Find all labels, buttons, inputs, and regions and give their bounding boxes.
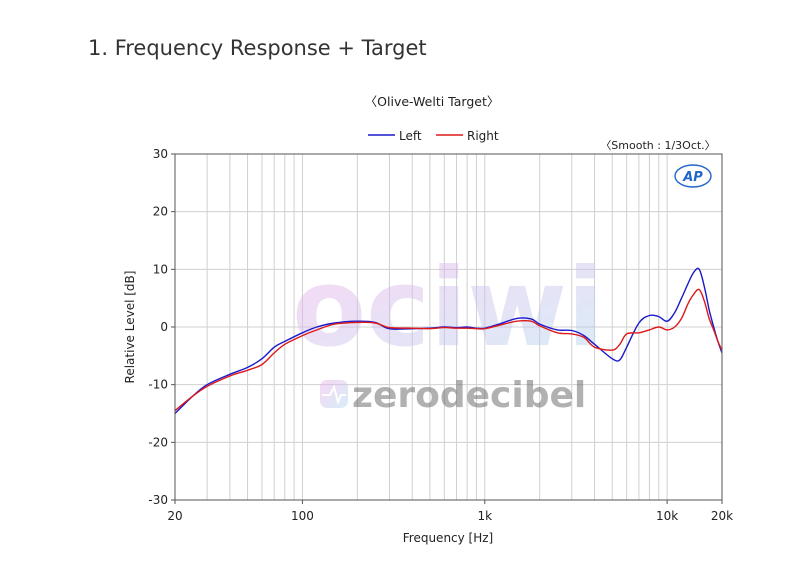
watermark-logo: ociwi	[292, 246, 604, 371]
section-heading: 1. Frequency Response + Target	[88, 36, 427, 60]
chart-title: 〈Olive-Welti Target〉	[365, 94, 500, 109]
watermark-brand: zerodecibel	[352, 375, 586, 416]
series-line-right	[175, 288, 722, 412]
x-tick-label: 20	[167, 509, 182, 523]
series-group	[175, 267, 722, 414]
heartbeat-icon	[320, 380, 348, 408]
y-tick-label: 0	[160, 320, 168, 334]
y-tick-label: -30	[148, 493, 168, 507]
y-tick-label: -10	[148, 378, 168, 392]
y-tick-label: -20	[148, 435, 168, 449]
x-axis-label: Frequency [Hz]	[403, 531, 494, 545]
x-tick-label: 10k	[656, 509, 678, 523]
ap-badge-text: AP	[682, 170, 703, 185]
series-line-left	[175, 267, 722, 414]
legend-left-label: Left	[399, 129, 422, 143]
y-tick-label: 20	[153, 205, 168, 219]
legend-right-label: Right	[467, 129, 499, 143]
watermark: ociwi zerodecibel	[292, 246, 604, 416]
ap-badge-icon: AP	[674, 164, 712, 188]
x-tick-label: 1k	[477, 509, 492, 523]
y-tick-label: 30	[153, 147, 168, 161]
legend: Left Right	[368, 129, 499, 143]
x-tick-label: 100	[291, 509, 314, 523]
x-tick-label: 20k	[711, 509, 733, 523]
smooth-note: 〈Smooth : 1/3Oct.〉	[600, 139, 715, 152]
y-axis-label: Relative Level [dB]	[123, 271, 137, 384]
y-tick-label: 10	[153, 262, 168, 276]
